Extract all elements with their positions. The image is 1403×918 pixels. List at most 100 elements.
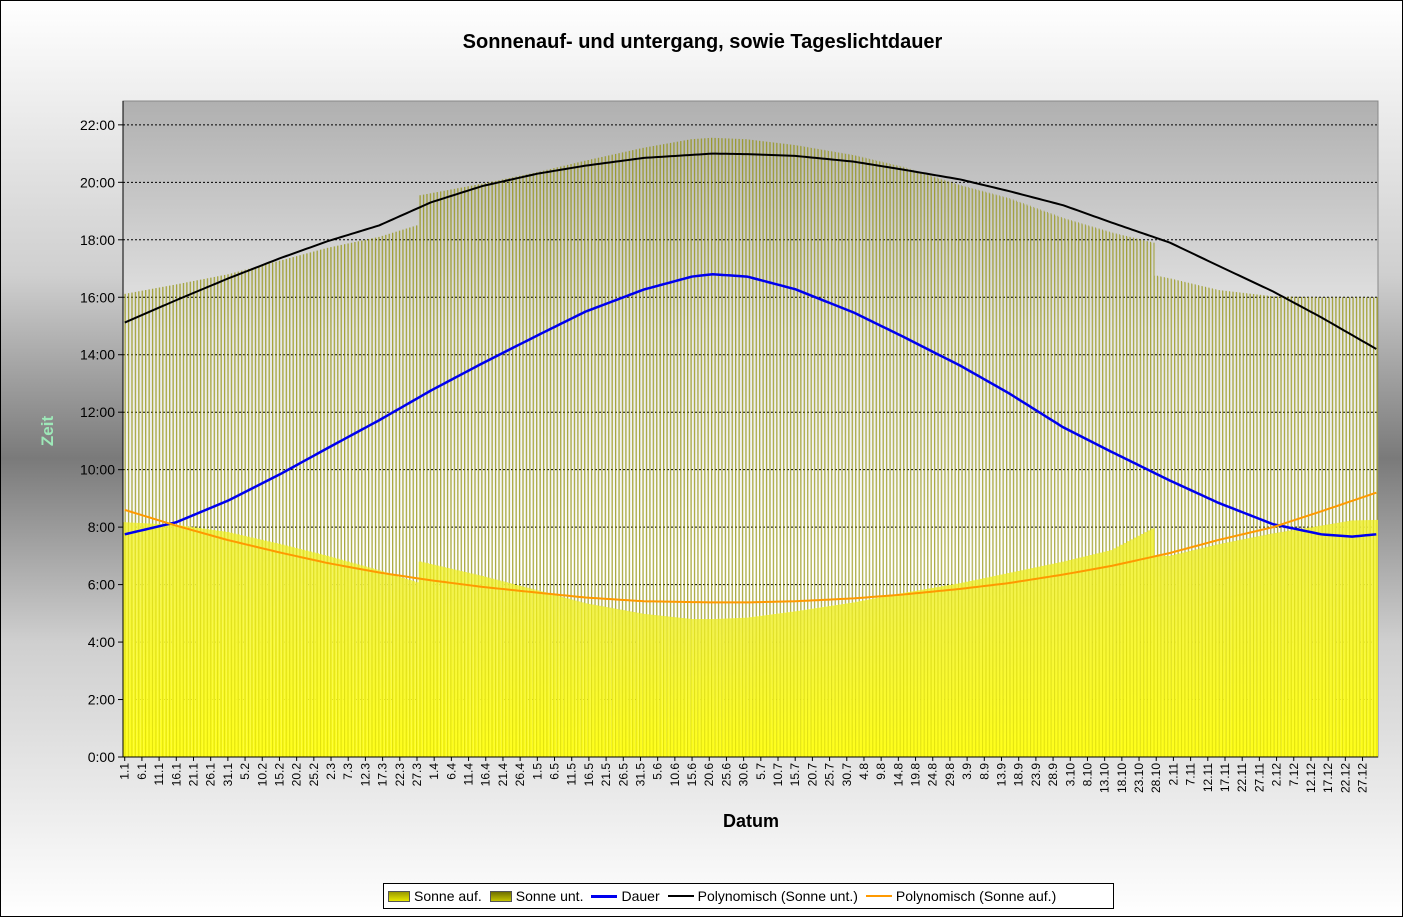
- bar-sonne-auf-hatch: [972, 580, 976, 757]
- bar-sonne-auf-hatch: [975, 579, 980, 757]
- bar-sonne-unt: [291, 257, 295, 757]
- x-tick-label: 20.6: [702, 763, 716, 787]
- bar-sonne-unt: [1027, 205, 1031, 757]
- bar-sonne-auf-hatch: [257, 539, 261, 757]
- bar-sonne-unt: [862, 157, 866, 757]
- bar-sonne-auf-hatch: [655, 615, 660, 757]
- bar-sonne-auf-hatch: [1168, 555, 1172, 757]
- bar-sonne-unt: [1147, 241, 1152, 757]
- bar-sonne-unt: [222, 274, 227, 757]
- x-tick-label: 16.4: [479, 763, 493, 787]
- bar-sonne-auf-hatch: [1061, 561, 1066, 757]
- bar-sonne-unt: [233, 272, 237, 757]
- bar-sonne-unt: [851, 155, 856, 757]
- bar-sonne-unt: [765, 141, 770, 757]
- bar-sonne-auf-hatch: [790, 611, 794, 757]
- bar-sonne-unt: [449, 189, 454, 757]
- bar-sonne-auf-hatch: [1329, 523, 1334, 757]
- bar-sonne-unt: [655, 145, 660, 758]
- bar-sonne-auf-hatch: [298, 548, 302, 757]
- bar-sonne-unt: [642, 147, 646, 758]
- x-tick-label: 2.12: [1270, 763, 1284, 787]
- bar-sonne-unt: [1295, 296, 1299, 757]
- bar-sonne-unt: [514, 176, 519, 757]
- bar-sonne-unt: [576, 162, 581, 757]
- bar-sonne-auf-hatch: [1178, 553, 1183, 757]
- y-tick-label: 8:00: [88, 519, 115, 535]
- x-tick-label: 15.7: [788, 763, 802, 787]
- y-tick-label: 10:00: [80, 462, 115, 478]
- bar-sonne-unt: [349, 242, 354, 757]
- bar-sonne-unt: [260, 265, 264, 757]
- bar-sonne-auf-hatch: [1254, 536, 1258, 757]
- y-tick-label: 2:00: [88, 692, 115, 708]
- bar-sonne-unt: [793, 144, 797, 758]
- bar-sonne-auf-hatch: [1316, 526, 1320, 757]
- bar-sonne-unt: [432, 192, 436, 757]
- bar-sonne-auf-hatch: [1151, 528, 1155, 757]
- bar-sonne-unt: [621, 152, 626, 757]
- bar-sonne-unt: [975, 189, 980, 757]
- legend-swatch-sonne-auf: [388, 890, 410, 902]
- bar-sonne-unt: [1267, 295, 1272, 757]
- bar-sonne-unt: [1157, 276, 1162, 757]
- bar-sonne-unt: [473, 185, 478, 757]
- bar-sonne-unt: [281, 259, 285, 757]
- bar-sonne-unt: [363, 239, 368, 758]
- bar-sonne-auf-hatch: [281, 544, 285, 757]
- bar-sonne-unt: [1154, 275, 1158, 757]
- bar-sonne-auf-hatch: [580, 602, 584, 757]
- x-tick-label: 8.9: [977, 763, 991, 780]
- bar-sonne-auf-hatch: [226, 532, 230, 757]
- bar-sonne-auf-hatch: [1013, 571, 1017, 757]
- bar-sonne-unt: [215, 276, 220, 757]
- bar-sonne-unt: [759, 140, 763, 757]
- bar-sonne-auf-hatch: [305, 550, 309, 757]
- bar-sonne-auf-hatch: [1137, 535, 1141, 757]
- bar-sonne-auf-hatch: [487, 577, 491, 757]
- bar-sonne-unt: [686, 139, 691, 758]
- bar-sonne-unt: [570, 164, 574, 757]
- bar-sonne-unt: [243, 269, 247, 757]
- bar-sonne-auf-hatch: [1078, 557, 1083, 757]
- bar-sonne-unt: [827, 150, 832, 758]
- x-tick-label: 19.8: [909, 763, 923, 787]
- legend-item-dauer: Dauer: [591, 888, 660, 904]
- bar-sonne-unt: [882, 162, 887, 757]
- bar-sonne-unt: [494, 180, 498, 757]
- bar-sonne-unt: [924, 174, 928, 757]
- bar-sonne-auf-hatch: [961, 582, 966, 757]
- legend-line-dauer: [591, 894, 618, 898]
- bar-sonne-auf-hatch: [772, 614, 777, 757]
- bar-sonne-unt: [487, 182, 491, 757]
- legend-label-poly-auf: Polynomisch (Sonne auf.): [895, 888, 1057, 904]
- bar-sonne-auf-hatch: [1030, 568, 1035, 757]
- bar-sonne-auf-hatch: [635, 612, 639, 757]
- bar-sonne-auf-hatch: [1278, 532, 1282, 757]
- bar-sonne-unt: [680, 141, 684, 757]
- x-axis-label: Datum: [722, 811, 779, 831]
- bar-sonne-auf-hatch: [133, 522, 137, 757]
- bar-sonne-unt: [1247, 293, 1251, 757]
- bar-sonne-auf-hatch: [422, 562, 426, 757]
- bar-sonne-auf-hatch: [999, 574, 1004, 757]
- bar-sonne-auf-hatch: [958, 583, 962, 757]
- bar-sonne-unt: [229, 273, 234, 757]
- bar-sonne-auf-hatch: [1298, 529, 1303, 757]
- bar-sonne-auf-hatch: [927, 588, 932, 757]
- bar-sonne-unt: [631, 150, 636, 758]
- bar-sonne-auf-hatch: [360, 565, 364, 757]
- bar-sonne-unt: [1250, 294, 1255, 757]
- bar-sonne-auf-hatch: [356, 564, 361, 757]
- bar-sonne-unt: [1037, 209, 1042, 757]
- bar-sonne-auf-hatch: [735, 618, 739, 757]
- bar-sonne-unt: [202, 278, 206, 757]
- bar-sonne-unt: [1034, 208, 1038, 757]
- bar-sonne-unt: [157, 287, 161, 757]
- bar-sonne-auf-hatch: [741, 617, 746, 757]
- bar-sonne-auf-hatch: [147, 523, 151, 757]
- bar-sonne-auf-hatch: [312, 552, 316, 757]
- bar-sonne-unt: [343, 244, 347, 757]
- bar-sonne-auf-hatch: [1274, 532, 1279, 757]
